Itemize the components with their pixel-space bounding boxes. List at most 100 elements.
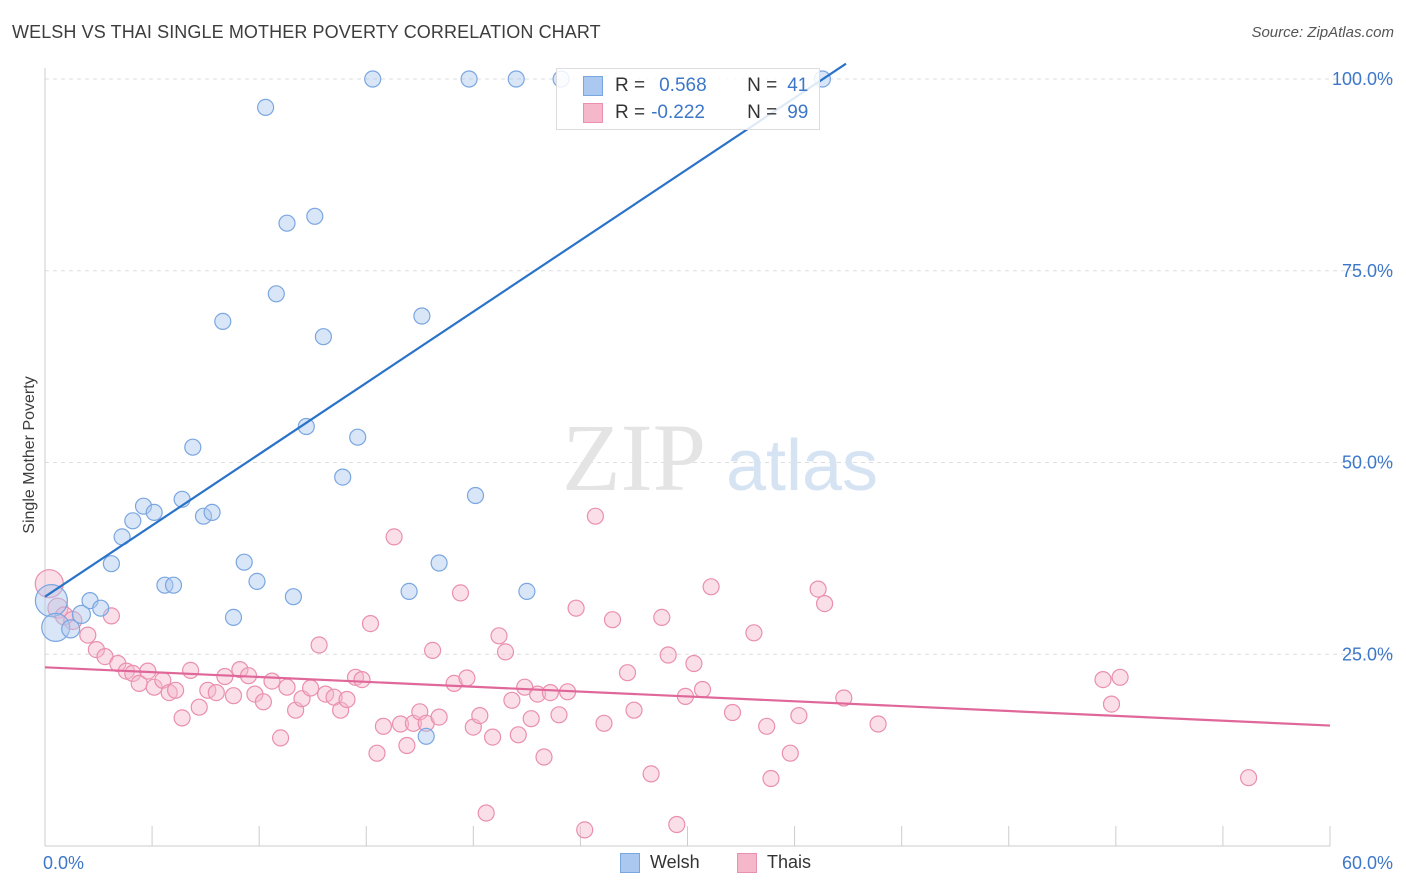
thais-point-72: [586, 507, 605, 525]
thais-r-label: R =: [615, 102, 646, 123]
thais-point-24: [231, 660, 249, 679]
welsh-point-10: [145, 503, 163, 522]
thais-point-76: [625, 701, 643, 719]
welsh-point-6: [102, 555, 121, 573]
welsh-point-20: [248, 572, 266, 591]
thais-point-71: [576, 821, 594, 839]
thais-point-59: [490, 627, 508, 645]
thais-point-34: [310, 636, 328, 654]
thais-point-16: [167, 681, 185, 699]
thais-r-value: -0.222: [651, 102, 705, 123]
thais-point-57: [477, 804, 495, 822]
welsh-point-30: [364, 70, 382, 88]
legend-swatch-welsh: [620, 852, 640, 873]
thais-point-60: [496, 643, 515, 661]
welsh-point-27: [314, 328, 332, 346]
thais-point-58: [484, 728, 502, 746]
welsh-point-33: [417, 727, 435, 745]
welsh-point-28: [334, 468, 352, 486]
thais-point-88: [762, 769, 780, 788]
thais-point-75: [618, 664, 637, 682]
correlation-stats-box: R = 0.568 N = 41 R = -0.222 N = 99: [556, 68, 820, 130]
welsh-point-23: [278, 214, 296, 232]
thais-point-10: [124, 664, 142, 683]
thais-point-80: [668, 815, 686, 834]
y-tick-label-75: 75.0%: [1342, 261, 1393, 281]
thais-point-67: [541, 683, 560, 702]
x-tick-label-60: 60.0%: [1342, 853, 1393, 873]
legend-item-welsh[interactable]: Welsh: [620, 852, 700, 873]
welsh-point-8: [124, 512, 142, 530]
thais-point-62: [509, 726, 527, 744]
series-thais-points: [34, 507, 1258, 839]
thais-point-91: [809, 580, 827, 598]
thais-point-38: [338, 690, 356, 709]
welsh-point-12: [164, 576, 183, 594]
welsh-point-11: [156, 576, 174, 594]
welsh-point-0: [34, 583, 69, 618]
welsh-point-17: [214, 312, 232, 330]
thais-point-23: [224, 687, 243, 705]
thais-trend-line: [44, 666, 1331, 727]
thais-point-13: [145, 678, 163, 696]
thais-point-43: [374, 717, 392, 735]
axes: [44, 68, 1331, 847]
thais-point-52: [445, 674, 463, 693]
thais-point-17: [173, 709, 191, 727]
welsh-point-26: [306, 207, 324, 225]
thais-point-19: [190, 698, 208, 716]
thais-point-82: [685, 654, 703, 673]
thais-point-66: [535, 748, 553, 766]
thais-point-87: [758, 717, 776, 735]
welsh-point-16: [203, 503, 221, 522]
thais-point-40: [353, 670, 371, 689]
welsh-point-3: [71, 604, 92, 625]
trend-lines: [44, 62, 1331, 727]
thais-point-90: [790, 706, 808, 725]
thais-point-94: [869, 715, 887, 733]
thais-point-68: [550, 706, 568, 724]
welsh-point-9: [134, 497, 153, 515]
thais-point-53: [451, 584, 470, 602]
thais-point-93: [835, 689, 853, 707]
x-tick-label-0: 0.0%: [43, 853, 84, 873]
thais-point-28: [263, 672, 281, 690]
thais-point-84: [702, 578, 720, 596]
legend-label-welsh: Welsh: [650, 852, 700, 872]
thais-point-97: [1111, 668, 1129, 686]
legend-swatch-thais: [737, 852, 757, 873]
welsh-point-36: [466, 486, 485, 505]
thais-point-21: [207, 683, 225, 702]
legend-item-thais[interactable]: Thais: [737, 852, 811, 873]
thais-point-86: [745, 624, 763, 642]
thais-point-37: [332, 701, 350, 719]
thais-point-5: [87, 640, 106, 659]
welsh-point-24: [284, 588, 302, 606]
welsh-point-22: [267, 285, 285, 303]
welsh-point-31: [400, 582, 418, 601]
welsh-r-label: R =: [615, 75, 646, 96]
thais-point-78: [653, 608, 671, 627]
stats-row-welsh: R = 0.568 N = 41: [583, 73, 808, 99]
thais-point-96: [1102, 695, 1121, 713]
thais-point-41: [361, 614, 380, 633]
y-tick-label-25: 25.0%: [1342, 644, 1393, 664]
thais-point-98: [1239, 769, 1258, 787]
welsh-n-value: 41: [787, 75, 809, 96]
tick-labels: 25.0% 50.0% 75.0% 100.0% 0.0% 60.0%: [43, 69, 1393, 873]
thais-point-70: [567, 599, 585, 617]
thais-point-33: [302, 679, 320, 697]
welsh-n-label: N =: [747, 75, 778, 96]
thais-point-95: [1094, 670, 1112, 689]
thais-point-30: [278, 678, 296, 696]
y-tick-label-50: 50.0%: [1342, 453, 1393, 473]
welsh-point-1: [41, 612, 71, 643]
watermark: ZIP atlas: [562, 404, 878, 511]
thais-point-56: [471, 706, 489, 725]
thais-point-50: [424, 641, 442, 660]
thais-point-51: [430, 708, 448, 726]
welsh-point-34: [430, 554, 448, 572]
chart-source: Source: ZipAtlas.com: [1251, 24, 1394, 41]
thais-point-85: [723, 703, 742, 722]
stats-row-thais: R = -0.222 N = 99: [583, 100, 808, 126]
